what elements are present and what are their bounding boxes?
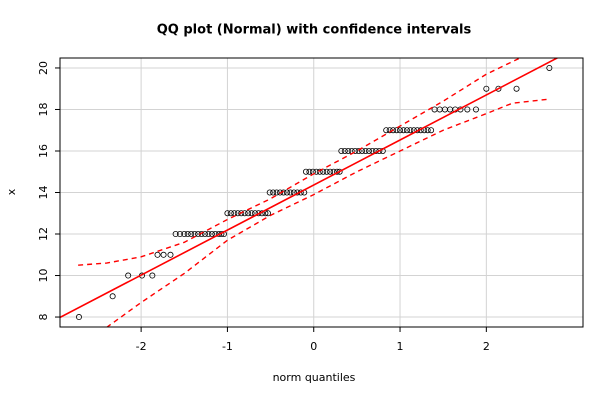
point: [390, 127, 397, 134]
point: [270, 189, 277, 196]
point: [283, 189, 290, 196]
y-tick-label: 20: [37, 61, 50, 75]
point: [327, 168, 334, 175]
point: [362, 147, 369, 154]
point: [365, 147, 372, 154]
y-tick-label: 14: [37, 186, 50, 200]
point: [483, 85, 490, 92]
point: [227, 210, 234, 217]
point: [125, 272, 132, 279]
point: [407, 127, 414, 134]
y-tick-label: 12: [37, 227, 50, 241]
reference-line: [60, 58, 559, 319]
point: [241, 210, 248, 217]
point: [397, 127, 404, 134]
point: [154, 251, 161, 258]
point: [75, 314, 82, 321]
point: [428, 127, 435, 134]
point: [167, 251, 174, 258]
point: [341, 147, 348, 154]
point: [546, 64, 553, 71]
x-tick-label: 2: [483, 340, 490, 353]
point: [248, 210, 255, 217]
point: [109, 293, 116, 300]
point: [376, 147, 383, 154]
point: [224, 210, 231, 217]
y-axis-label: x: [5, 188, 18, 195]
point: [345, 147, 352, 154]
point: [495, 85, 502, 92]
point: [172, 231, 179, 238]
point: [336, 168, 343, 175]
point: [266, 189, 273, 196]
x-tick-label: -2: [136, 340, 147, 353]
point: [160, 251, 167, 258]
point: [184, 231, 191, 238]
plot-frame: [59, 57, 584, 328]
plot-area: [60, 58, 559, 327]
point: [306, 168, 313, 175]
point: [338, 147, 345, 154]
point: [316, 168, 323, 175]
point: [149, 272, 156, 279]
confidence-band: [78, 58, 522, 266]
point: [208, 231, 215, 238]
y-tick-label: 18: [37, 102, 50, 116]
point: [176, 231, 183, 238]
x-tick-label: 1: [397, 340, 404, 353]
point: [205, 231, 212, 238]
point: [513, 85, 520, 92]
point: [320, 168, 327, 175]
x-axis-label: norm quantiles: [273, 371, 356, 384]
point: [352, 147, 359, 154]
point: [302, 168, 309, 175]
point: [238, 210, 245, 217]
point: [273, 189, 280, 196]
point: [400, 127, 407, 134]
point: [383, 127, 390, 134]
point: [403, 127, 410, 134]
point: [393, 127, 400, 134]
y-tick-label: 16: [37, 144, 50, 158]
point: [464, 106, 471, 113]
point: [201, 231, 208, 238]
point: [188, 231, 195, 238]
y-tick-label: 8: [37, 314, 50, 321]
point: [245, 210, 252, 217]
point: [287, 189, 294, 196]
x-tick-label: -1: [222, 340, 233, 353]
x-tick-label: 0: [310, 340, 317, 353]
point: [355, 147, 362, 154]
point: [181, 231, 188, 238]
point: [264, 210, 271, 217]
point: [323, 168, 330, 175]
point: [472, 106, 479, 113]
point: [424, 127, 431, 134]
confidence-band: [106, 98, 550, 327]
chart-title: QQ plot (Normal) with confidence interva…: [157, 23, 472, 38]
y-tick-label: 10: [37, 269, 50, 283]
